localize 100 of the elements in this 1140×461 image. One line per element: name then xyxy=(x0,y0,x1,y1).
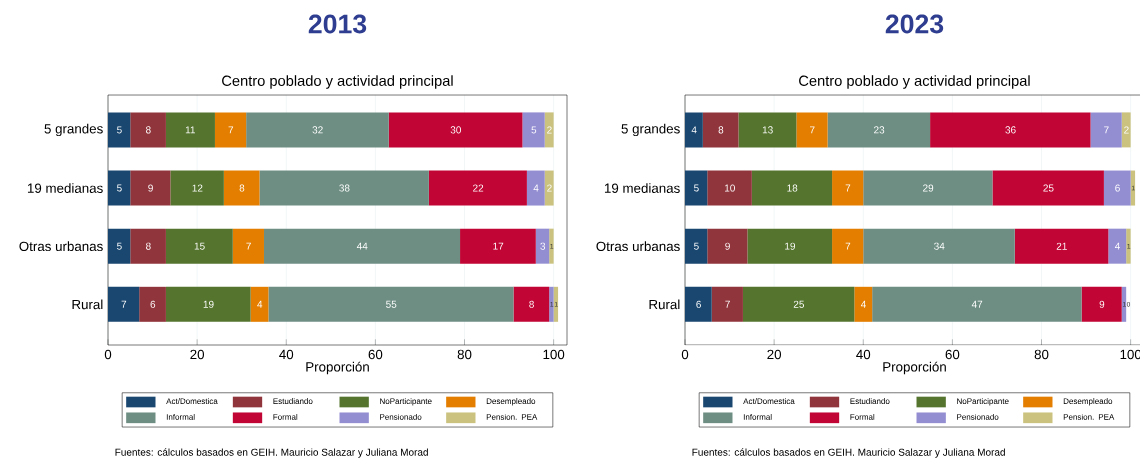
data-label: 7 xyxy=(845,184,851,192)
data-label: 38 xyxy=(339,184,350,192)
bar xyxy=(108,112,131,148)
bar xyxy=(549,286,554,322)
bar xyxy=(930,112,1091,148)
data-label: 2 xyxy=(1124,126,1129,134)
legend-label: Desempleado xyxy=(1063,398,1113,406)
data-label: 9 xyxy=(148,184,153,192)
data-label: 13 xyxy=(762,126,773,134)
x-tick-label: 80 xyxy=(457,349,472,360)
x-tick-label: 80 xyxy=(1034,349,1049,360)
bar xyxy=(832,228,864,264)
bar xyxy=(108,228,131,264)
bar xyxy=(992,170,1104,206)
bar xyxy=(165,286,251,322)
data-label: 2 xyxy=(547,184,552,192)
x-axis-title: Proporción xyxy=(306,361,369,375)
bar xyxy=(1103,170,1131,206)
bar xyxy=(535,228,550,264)
data-label: 55 xyxy=(386,300,397,308)
data-label: 25 xyxy=(793,300,805,308)
bar xyxy=(1014,228,1109,264)
bar xyxy=(702,112,739,148)
bar xyxy=(268,286,514,322)
y-tick-label: 19 medianas xyxy=(604,183,680,193)
data-label: 9 xyxy=(725,242,730,250)
data-label: 29 xyxy=(923,184,934,192)
data-label: 3 xyxy=(540,242,546,250)
data-label: 8 xyxy=(239,184,245,192)
legend-label: Informal xyxy=(166,413,195,420)
x-tick-label: 40 xyxy=(856,349,871,360)
bar xyxy=(1081,286,1122,322)
chart-title: 2023 xyxy=(885,14,944,34)
bar xyxy=(428,170,527,206)
bar xyxy=(165,228,233,264)
bar xyxy=(544,170,554,206)
data-label: 7 xyxy=(121,300,127,308)
bar xyxy=(130,228,166,264)
bar xyxy=(250,286,269,322)
data-label: 9 xyxy=(1099,300,1105,308)
data-label: 4 xyxy=(533,184,539,192)
data-label: 7 xyxy=(228,126,234,134)
y-tick-label: Rural xyxy=(72,299,103,310)
y-tick-label: 5 grandes xyxy=(44,123,103,137)
data-label: 34 xyxy=(934,242,945,250)
data-label: 25 xyxy=(1043,184,1054,192)
chart-subtitle: Centro poblado y actividad principal xyxy=(799,75,1030,89)
bar xyxy=(1090,112,1122,148)
y-tick-label: 19 medianas xyxy=(27,183,103,193)
legend-label: Pension. PEA xyxy=(1063,413,1115,420)
data-label: 8 xyxy=(146,242,151,250)
bar xyxy=(796,112,828,148)
data-label: 17 xyxy=(493,242,504,250)
legend-label: Pensionado xyxy=(380,413,422,420)
data-label: 4 xyxy=(691,126,697,134)
data-label: 23 xyxy=(874,126,885,134)
data-label: 19 xyxy=(785,242,796,250)
bar xyxy=(165,112,215,148)
bar xyxy=(827,112,931,148)
data-label: 44 xyxy=(356,242,368,250)
legend-label: Act/Domestica xyxy=(743,398,795,404)
bar xyxy=(223,170,260,206)
data-label: 7 xyxy=(845,242,851,250)
data-label: 12 xyxy=(192,184,203,192)
bar xyxy=(1121,112,1131,148)
data-label: 11 xyxy=(185,126,196,134)
data-label: 5 xyxy=(117,184,122,192)
data-label: 5 xyxy=(117,126,122,134)
bar xyxy=(707,170,752,206)
bar xyxy=(460,228,536,264)
bar xyxy=(854,286,873,322)
data-label: 21 xyxy=(1056,242,1067,250)
bar xyxy=(130,170,171,206)
data-label: 8 xyxy=(529,300,534,308)
data-label: 30 xyxy=(450,126,461,134)
y-tick-label: Otras urbanas xyxy=(19,241,103,252)
bar xyxy=(549,228,554,264)
bar xyxy=(685,286,712,322)
legend-label: Estudiando xyxy=(850,398,890,404)
bar xyxy=(872,286,1082,322)
x-tick-label: 100 xyxy=(543,349,565,360)
data-label: 4 xyxy=(860,300,866,308)
data-label: 8 xyxy=(718,126,724,134)
data-label: 36 xyxy=(1005,126,1016,134)
y-tick-label: Otras urbanas xyxy=(596,241,680,252)
x-tick-label: 0 xyxy=(681,349,689,360)
bar xyxy=(863,228,1015,264)
chart-subtitle: Centro poblado y actividad principal xyxy=(222,75,453,89)
bar xyxy=(1108,228,1127,264)
bar xyxy=(522,112,545,148)
y-tick-label: Rural xyxy=(649,299,680,310)
data-label: 2 xyxy=(547,126,552,134)
bar xyxy=(513,286,550,322)
bar xyxy=(685,170,708,206)
data-label: 7 xyxy=(246,242,251,250)
bar xyxy=(259,170,429,206)
x-tick-label: 60 xyxy=(945,349,960,360)
legend-label: Formal xyxy=(273,413,298,420)
bar xyxy=(685,112,703,148)
y-tick-label: 5 grandes xyxy=(621,123,680,137)
